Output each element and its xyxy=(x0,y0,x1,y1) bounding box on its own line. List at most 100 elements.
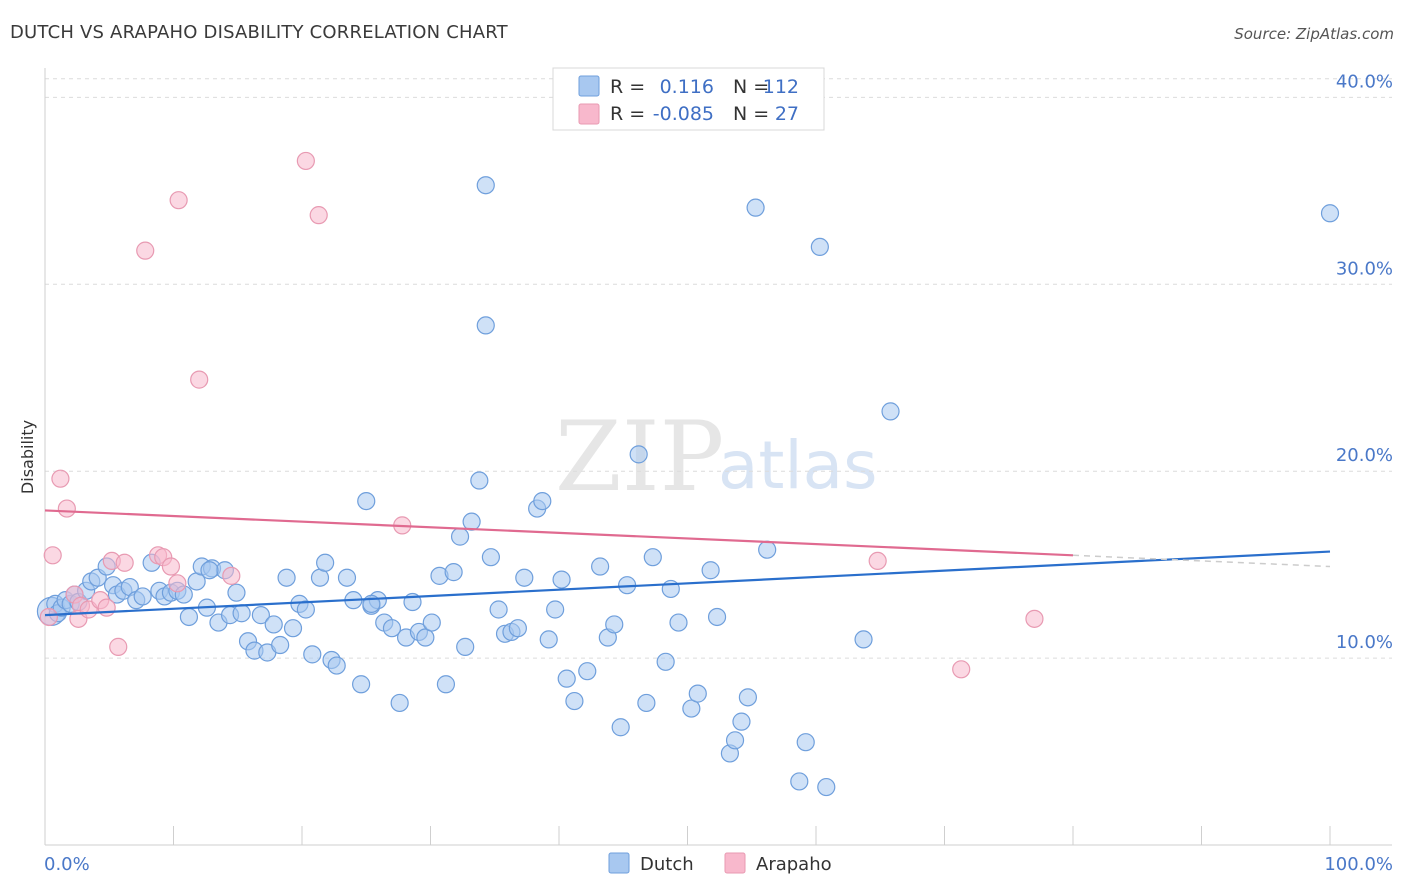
dutch-point-81 xyxy=(552,570,571,589)
chart-title: DUTCH VS ARAPAHO DISABILITY CORRELATION … xyxy=(10,22,508,43)
dutch-point-83 xyxy=(565,691,584,711)
legend-r-value-dutch: 0.116 xyxy=(660,76,714,98)
dutch-point-80 xyxy=(546,600,565,619)
dutch-point-85 xyxy=(591,557,610,576)
dutch-trend-line xyxy=(44,550,1331,617)
dutch-point-109 xyxy=(817,777,836,797)
dutch-point-65 xyxy=(444,563,463,582)
dutch-point-56 xyxy=(382,619,402,638)
dutch-point-71 xyxy=(481,548,500,567)
dutch-point-39 xyxy=(271,635,290,655)
bottom-legend-swatch-dutch xyxy=(608,852,630,874)
arapaho-point-2 xyxy=(51,469,70,488)
dutch-point-36 xyxy=(251,606,270,625)
dutch-point-111 xyxy=(881,402,900,421)
dutch-point-79 xyxy=(539,630,558,649)
legend-n-label-dutch: N = xyxy=(733,76,769,98)
dutch-point-95 xyxy=(669,613,688,632)
arapaho-point-12 xyxy=(115,553,134,572)
dutch-point-43 xyxy=(296,600,315,619)
series-arapaho xyxy=(39,151,1044,679)
y-tick-labels: 10.0% 20.0% 30.0% 40.0% xyxy=(1336,71,1393,653)
dutch-point-102 xyxy=(732,712,751,731)
watermark: ZIP atlas xyxy=(555,401,878,513)
legend-n-value-arapaho: 27 xyxy=(775,103,799,125)
dutch-point-110 xyxy=(854,630,873,649)
arapaho-point-26 xyxy=(952,660,971,679)
dutch-point-69 xyxy=(470,471,489,490)
dutch-point-97 xyxy=(688,684,707,703)
arapaho-point-13 xyxy=(136,241,155,260)
y-tick-label-30: 30.0% xyxy=(1336,258,1393,279)
dutch-point-62 xyxy=(422,613,441,632)
dutch-point-91 xyxy=(637,693,656,713)
bottom-legend-swatch-arapaho xyxy=(724,852,746,874)
arapaho-point-1 xyxy=(43,546,62,565)
bottom-legend-label-arapaho: Arapaho xyxy=(756,854,832,875)
arapaho-point-21 xyxy=(296,151,315,171)
legend-swatch-dutch xyxy=(578,75,600,97)
arapaho-point-16 xyxy=(161,557,181,576)
x-tick-label-max: 100.0% xyxy=(1324,854,1393,875)
dutch-point-108 xyxy=(810,237,829,257)
y-tick-label-10: 10.0% xyxy=(1336,632,1393,653)
dutch-point-38 xyxy=(264,615,283,634)
dutch-point-105 xyxy=(758,540,777,559)
dutch-point-106 xyxy=(790,772,809,791)
dutch-point-96 xyxy=(682,699,701,718)
dutch-point-61 xyxy=(416,628,435,647)
dutch-point-113 xyxy=(1320,204,1340,223)
dutch-point-48 xyxy=(327,656,346,675)
dutch-point-98 xyxy=(701,561,720,580)
trend-lines xyxy=(44,509,1331,617)
legend-r-label-dutch: R = xyxy=(610,76,645,98)
dutch-point-40 xyxy=(277,568,296,587)
arapaho-point-18 xyxy=(169,191,188,210)
dutch-point-88 xyxy=(611,718,630,737)
dutch-point-76 xyxy=(515,568,534,587)
x-tick-label-min: 0.0% xyxy=(44,854,90,875)
dutch-point-101 xyxy=(725,731,745,750)
watermark-atlas: atlas xyxy=(718,427,878,504)
dutch-point-52 xyxy=(357,491,376,511)
dutch-point-46 xyxy=(316,553,335,572)
dutch-point-72 xyxy=(489,600,508,619)
arapaho-point-20 xyxy=(222,566,241,585)
dutch-point-33 xyxy=(232,604,251,623)
dutch-point-90 xyxy=(629,445,648,464)
y-tick-label-20: 20.0% xyxy=(1336,445,1393,466)
dutch-point-32 xyxy=(227,583,246,602)
series-dutch xyxy=(36,176,1340,797)
dutch-point-17 xyxy=(133,587,152,606)
dutch-point-107 xyxy=(796,733,815,752)
source-label: Source: ZipAtlas.com xyxy=(1234,25,1394,43)
dutch-point-41 xyxy=(283,619,303,638)
arapaho-trend-extension xyxy=(1072,554,1331,568)
dutch-point-68 xyxy=(462,512,481,531)
dutch-point-99 xyxy=(707,607,727,627)
dutch-point-75 xyxy=(508,619,527,638)
dutch-point-82 xyxy=(557,669,576,688)
legend-n-value-dutch: 112 xyxy=(763,76,799,98)
arapaho-point-22 xyxy=(309,206,328,225)
arapaho-point-17 xyxy=(168,574,187,593)
legend-r-value-arapaho: -0.085 xyxy=(653,103,714,125)
arapaho-point-19 xyxy=(190,370,209,389)
dutch-point-51 xyxy=(352,675,371,694)
arapaho-point-24 xyxy=(868,551,887,571)
dutch-point-103 xyxy=(738,688,757,707)
legend-swatch-arapaho xyxy=(578,103,600,125)
dutch-point-24 xyxy=(179,607,199,627)
dutch-point-87 xyxy=(605,615,624,634)
dutch-point-93 xyxy=(656,652,675,671)
arapaho-point-9 xyxy=(97,598,116,617)
y-axis-label: Disability xyxy=(18,420,37,494)
dutch-point-66 xyxy=(450,527,470,546)
arapaho-trend-line xyxy=(44,509,1074,557)
dutch-point-112 xyxy=(476,176,495,195)
arapaho-point-25 xyxy=(1025,609,1044,628)
legend-r-label-arapaho: R = xyxy=(610,103,645,125)
legend-n-label-arapaho: N = xyxy=(733,103,769,125)
arapaho-point-0 xyxy=(39,607,58,627)
